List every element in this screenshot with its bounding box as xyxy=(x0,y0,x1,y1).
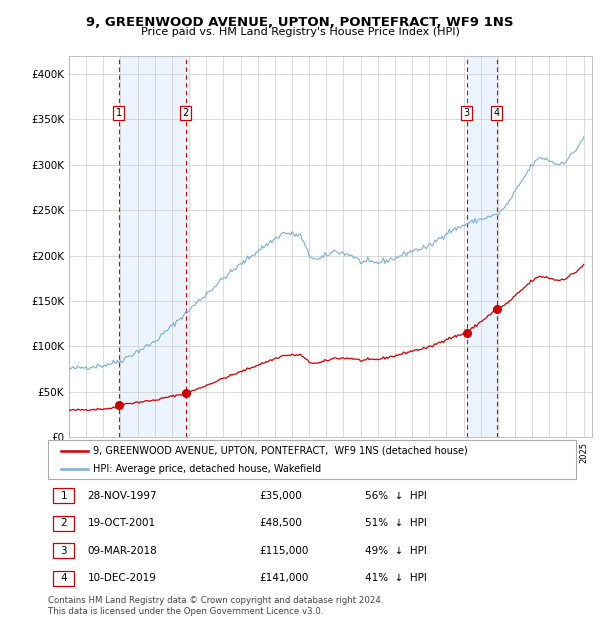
Text: 49%  ↓  HPI: 49% ↓ HPI xyxy=(365,546,427,556)
Bar xyxy=(53,571,74,586)
Text: 56%  ↓  HPI: 56% ↓ HPI xyxy=(365,490,427,500)
Text: 41%  ↓  HPI: 41% ↓ HPI xyxy=(365,574,427,583)
Bar xyxy=(119,56,185,437)
Text: 2: 2 xyxy=(182,108,189,118)
Text: 09-MAR-2018: 09-MAR-2018 xyxy=(88,546,157,556)
Text: 19-OCT-2001: 19-OCT-2001 xyxy=(88,518,156,528)
Text: £115,000: £115,000 xyxy=(259,546,308,556)
Text: 4: 4 xyxy=(494,108,500,118)
Text: 2: 2 xyxy=(61,518,67,528)
Text: 51%  ↓  HPI: 51% ↓ HPI xyxy=(365,518,427,528)
Text: 1: 1 xyxy=(61,490,67,500)
Text: Contains HM Land Registry data © Crown copyright and database right 2024.
This d: Contains HM Land Registry data © Crown c… xyxy=(48,596,383,616)
Text: 9, GREENWOOD AVENUE, UPTON, PONTEFRACT,  WF9 1NS (detached house): 9, GREENWOOD AVENUE, UPTON, PONTEFRACT, … xyxy=(93,446,467,456)
Text: 3: 3 xyxy=(61,546,67,556)
Text: 28-NOV-1997: 28-NOV-1997 xyxy=(88,490,157,500)
Text: HPI: Average price, detached house, Wakefield: HPI: Average price, detached house, Wake… xyxy=(93,464,321,474)
Bar xyxy=(53,488,74,503)
Text: 10-DEC-2019: 10-DEC-2019 xyxy=(88,574,157,583)
Text: £141,000: £141,000 xyxy=(259,574,308,583)
Text: 1: 1 xyxy=(116,108,122,118)
Text: £35,000: £35,000 xyxy=(259,490,302,500)
Text: 3: 3 xyxy=(464,108,470,118)
Text: £48,500: £48,500 xyxy=(259,518,302,528)
Bar xyxy=(53,543,74,558)
Text: Price paid vs. HM Land Registry's House Price Index (HPI): Price paid vs. HM Land Registry's House … xyxy=(140,27,460,37)
Bar xyxy=(467,56,497,437)
Text: 4: 4 xyxy=(61,574,67,583)
Text: 9, GREENWOOD AVENUE, UPTON, PONTEFRACT, WF9 1NS: 9, GREENWOOD AVENUE, UPTON, PONTEFRACT, … xyxy=(86,16,514,29)
Bar xyxy=(53,516,74,531)
